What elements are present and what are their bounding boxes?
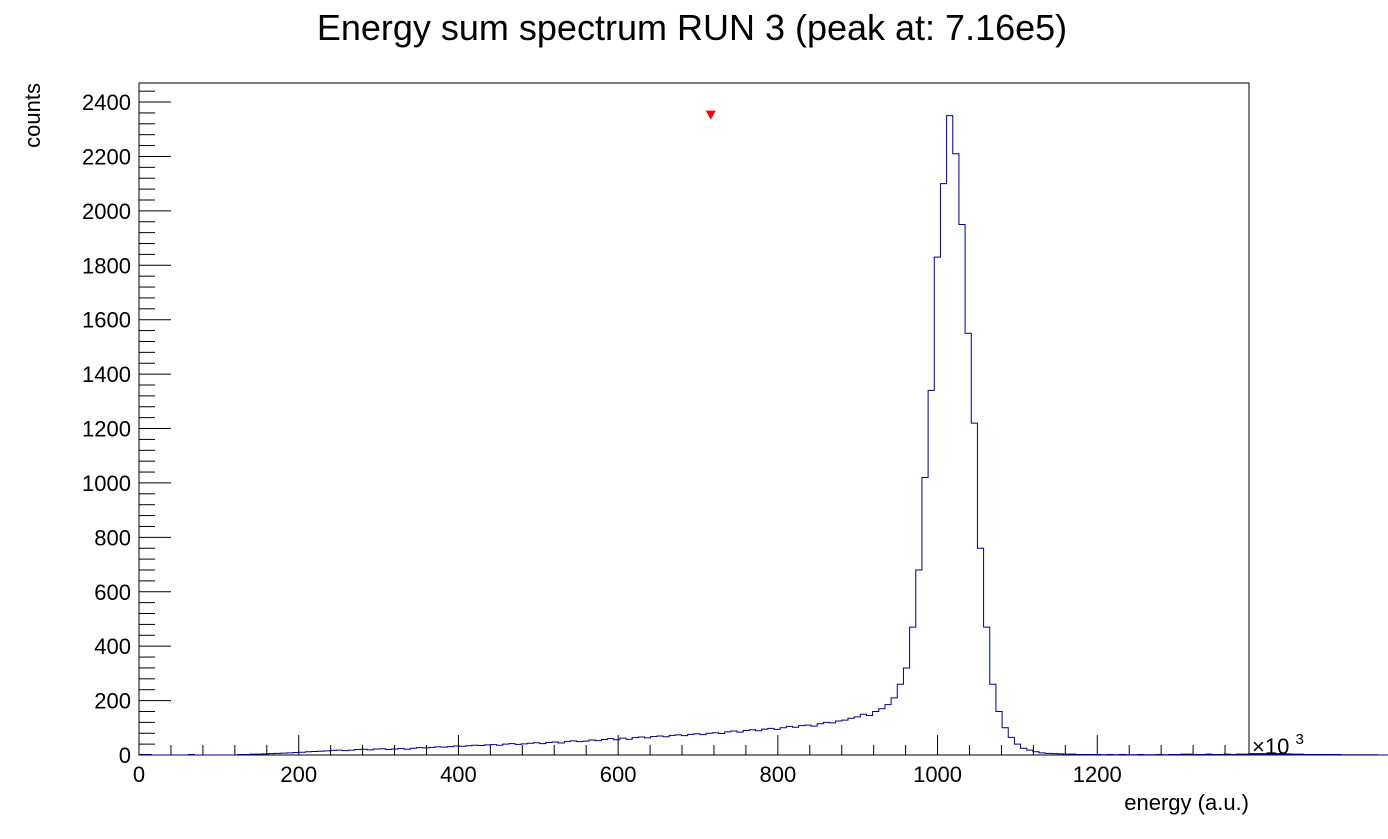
x-tick-label: 600 [600, 762, 637, 787]
x-axis-multiplier-exponent: 3 [1295, 731, 1303, 748]
x-tick-label: 400 [440, 762, 477, 787]
y-tick-label: 2000 [82, 199, 131, 224]
chart-title: Energy sum spectrum RUN 3 (peak at: 7.16… [317, 7, 1067, 48]
x-axis-multiplier: ×10 3 [1252, 731, 1304, 759]
y-tick-label: 1400 [82, 362, 131, 387]
x-tick-label: 800 [759, 762, 796, 787]
x-tick-label: 1000 [913, 762, 962, 787]
y-axis-label: counts [20, 83, 45, 148]
y-tick-label: 1200 [82, 417, 131, 442]
y-tick-label: 0 [119, 743, 131, 768]
x-axis-label: energy (a.u.) [1124, 790, 1249, 815]
x-axis-multiplier-base: ×10 [1252, 734, 1289, 759]
y-tick-label: 200 [94, 689, 131, 714]
x-tick-label: 0 [133, 762, 145, 787]
x-tick-label: 1200 [1073, 762, 1122, 787]
y-tick-label: 1800 [82, 253, 131, 278]
y-tick-label: 400 [94, 634, 131, 659]
peak-marker [705, 110, 716, 120]
y-tick-label: 1000 [82, 471, 131, 496]
y-axis: 0 200 400 600 800 1000 1200 1400 1600 1800 2000 220… [82, 90, 171, 768]
x-axis: 0 200 400 600 800 1000 1200 [133, 735, 1226, 787]
y-tick-label: 800 [94, 525, 131, 550]
y-tick-label: 1600 [82, 308, 131, 333]
y-tick-label: 2200 [82, 144, 131, 169]
y-tick-label: 2400 [82, 90, 131, 115]
histogram-series-line [139, 115, 1388, 756]
y-tick-label: 600 [94, 580, 131, 605]
plot-frame [138, 82, 1250, 756]
x-tick-label: 200 [280, 762, 317, 787]
